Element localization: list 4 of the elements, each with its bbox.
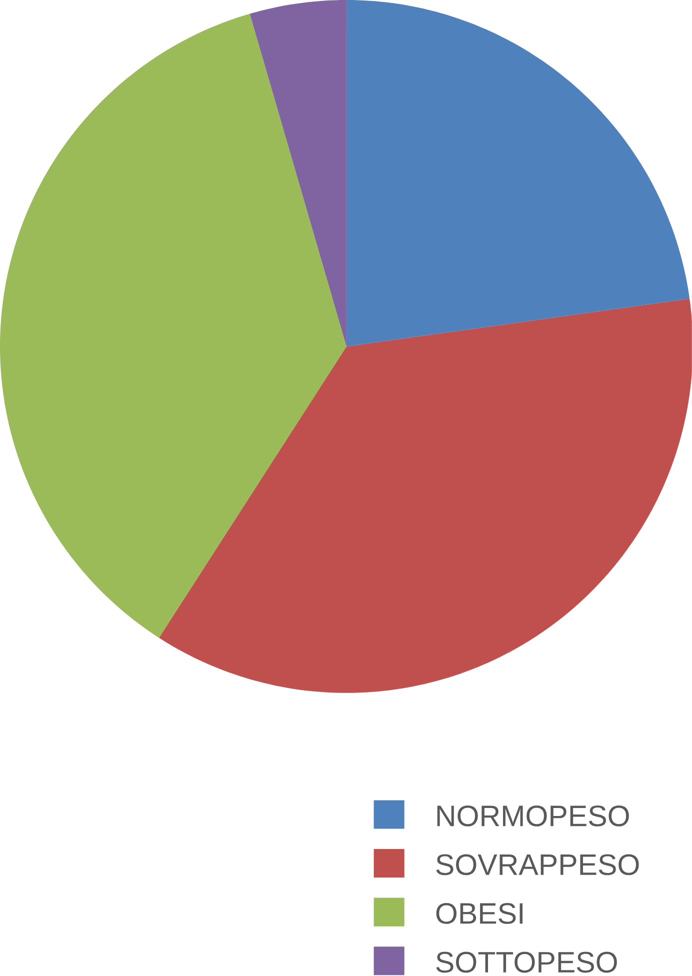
legend-label: SOVRAPPESO xyxy=(436,854,639,876)
legend-label: SOTTOPESO xyxy=(436,952,617,973)
legend-label: NORMOPESO xyxy=(437,805,629,826)
legend-label: OBESI xyxy=(436,903,523,924)
